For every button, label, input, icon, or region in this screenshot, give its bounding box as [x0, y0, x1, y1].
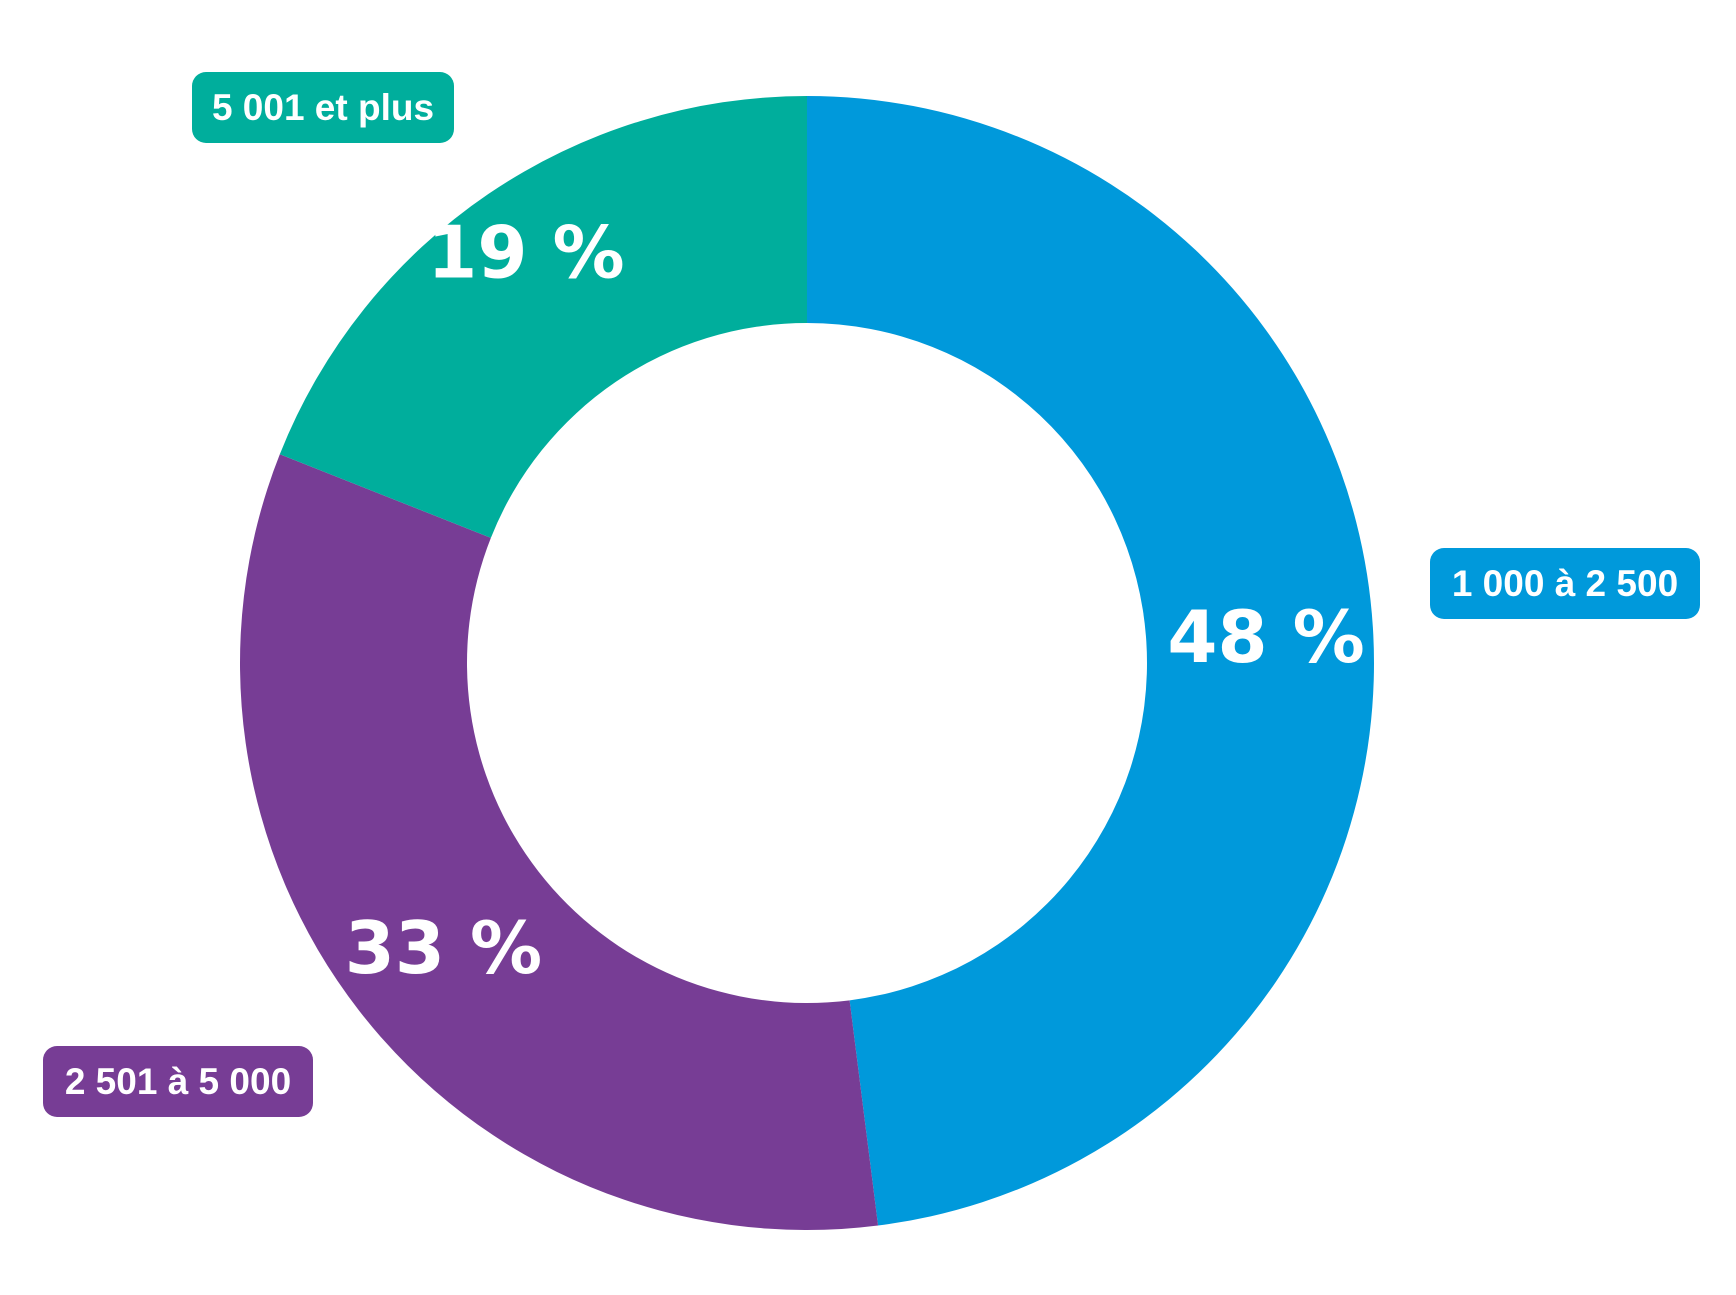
- pct-label-1000-2500: 48 %: [1167, 595, 1364, 679]
- slice-2501-5000: [239, 454, 879, 1230]
- category-label-5001-plus: 5 001 et plus: [192, 72, 454, 143]
- pct-label-2501-5000: 33 %: [345, 906, 542, 990]
- category-label-1000-2500: 1 000 à 2 500: [1430, 548, 1700, 619]
- slice-5001-plus: [279, 96, 807, 538]
- pct-label-5001-plus: 19 %: [427, 211, 624, 295]
- slice-1000-2500: [807, 96, 1375, 1226]
- category-label-2501-5000: 2 501 à 5 000: [43, 1046, 313, 1117]
